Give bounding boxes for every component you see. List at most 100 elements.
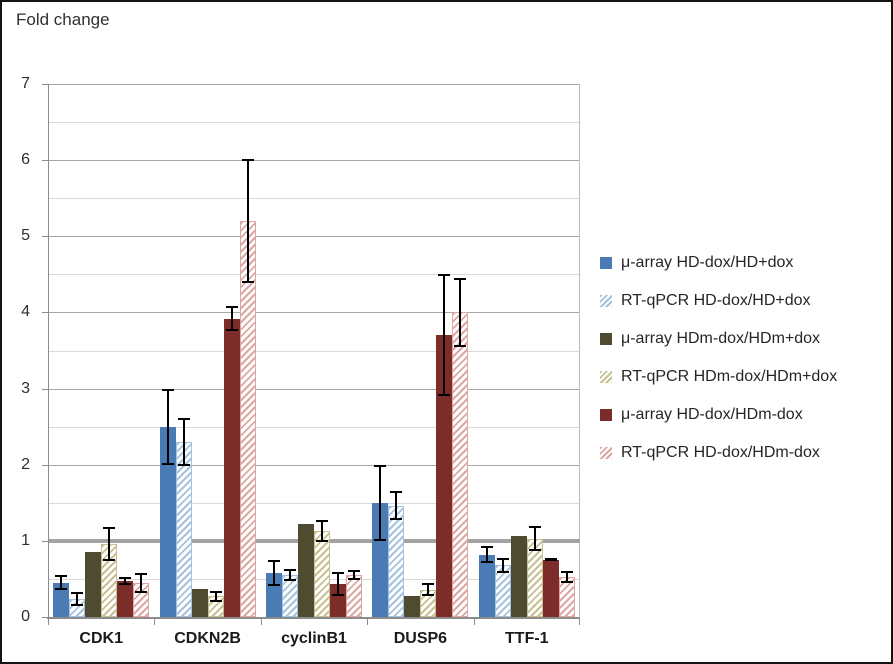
- bar-slot: [388, 84, 405, 617]
- error-bar-line: [501, 557, 504, 573]
- error-bar-cap-top: [390, 491, 403, 494]
- error-bar-line: [124, 577, 127, 585]
- error-bar-cap-bottom: [331, 594, 344, 597]
- error-bar-cap-bottom: [283, 579, 296, 582]
- bar-slot: [436, 84, 453, 617]
- y-tick: [42, 388, 48, 390]
- bar: [191, 588, 208, 617]
- error-bar: [315, 519, 328, 543]
- bar-group: [474, 84, 580, 617]
- error-bar: [225, 305, 238, 332]
- error-bar-cap-top: [71, 591, 84, 594]
- y-tick: [42, 236, 48, 238]
- gridline-major: [48, 464, 580, 466]
- bar: [436, 335, 453, 617]
- gridline-minor: [48, 122, 580, 124]
- error-bar-line: [214, 591, 217, 602]
- bar-slot: [329, 84, 346, 617]
- error-bar-cap-bottom: [267, 583, 280, 586]
- error-bar-cap-top: [177, 417, 190, 420]
- bar: [542, 559, 559, 617]
- bar: [85, 552, 102, 617]
- bar-slot: [85, 84, 102, 617]
- error-bar-cap-bottom: [438, 394, 451, 397]
- bar: [223, 318, 240, 617]
- bar-slot: [207, 84, 224, 617]
- legend-swatch: [600, 257, 612, 269]
- legend-label: μ-array HD-dox/HD+dox: [621, 254, 794, 271]
- category-label: CDKN2B: [174, 630, 241, 647]
- error-bar-line: [76, 591, 79, 606]
- bar-slot: [558, 84, 575, 617]
- bar-slot: [372, 84, 389, 617]
- error-bar: [331, 572, 344, 597]
- bar: [53, 582, 70, 617]
- category-label: cyclinB1: [281, 630, 347, 647]
- bar-slot: [281, 84, 298, 617]
- y-tick-label: 5: [21, 227, 30, 245]
- legend-swatch: [600, 447, 612, 459]
- gridline-minor: [48, 274, 580, 276]
- category-label: CDK1: [79, 630, 123, 647]
- error-bar-line: [352, 569, 355, 581]
- error-bar-cap-top: [331, 572, 344, 575]
- gridline-minor: [48, 198, 580, 200]
- error-bar-cap-top: [283, 569, 296, 572]
- error-bar: [544, 558, 557, 562]
- gridline-major: [48, 84, 580, 85]
- bar-slot: [117, 84, 134, 617]
- legend-swatch: [600, 409, 612, 421]
- bar: [345, 575, 362, 617]
- error-bar-line: [288, 569, 291, 582]
- legend-item: RT-qPCR HD-dox/HDm-dox: [600, 442, 837, 464]
- error-bar: [135, 572, 148, 593]
- error-bar-line: [272, 559, 275, 586]
- plot-right-border: [579, 84, 580, 617]
- legend-item: μ-array HD-dox/HDm-dox: [600, 404, 837, 426]
- error-bar-line: [60, 575, 63, 591]
- bar-slot: [159, 84, 176, 617]
- bar-slot: [452, 84, 469, 617]
- y-tick-label: 2: [21, 455, 30, 473]
- error-bar: [496, 557, 509, 573]
- error-bar-cap-bottom: [374, 538, 387, 541]
- bar: [313, 530, 330, 617]
- legend-swatch: [600, 371, 612, 383]
- category-label: TTF-1: [505, 630, 549, 647]
- error-bar: [119, 577, 132, 585]
- error-bar-cap-top: [496, 557, 509, 560]
- x-tick: [260, 619, 262, 625]
- bar-slot: [297, 84, 314, 617]
- y-tick-label: 0: [21, 608, 30, 625]
- bar-slot: [420, 84, 437, 617]
- error-bar-cap-top: [438, 274, 451, 277]
- error-bar-cap-top: [103, 527, 116, 530]
- error-bar-cap-bottom: [55, 588, 68, 591]
- bar-slot: [494, 84, 511, 617]
- error-bar: [438, 274, 451, 397]
- bar-group: [48, 84, 154, 617]
- bar-slot: [239, 84, 256, 617]
- error-bar: [480, 546, 493, 563]
- gridline-major: [48, 312, 580, 314]
- bar-slot: [133, 84, 150, 617]
- error-bar-line: [395, 491, 398, 521]
- error-bar-cap-bottom: [135, 590, 148, 593]
- legend-label: RT-qPCR HD-dox/HD+dox: [621, 292, 811, 309]
- error-bar-cap-top: [119, 577, 132, 580]
- error-bar-line: [320, 519, 323, 543]
- y-tick: [42, 160, 48, 162]
- error-bar-cap-bottom: [544, 559, 557, 562]
- category-labels: CDK1 CDKN2B cyclinB1 DUSP6 TTF-1: [48, 630, 580, 654]
- y-tick-label: 3: [21, 379, 30, 397]
- y-tick: [42, 312, 48, 314]
- error-bar-cap-top: [135, 572, 148, 575]
- bar-group: [154, 84, 260, 617]
- plot-area: [42, 84, 580, 625]
- legend-swatch: [600, 333, 612, 345]
- error-bar: [422, 582, 435, 597]
- error-bar-cap-bottom: [454, 344, 467, 347]
- error-bar-line: [533, 526, 536, 551]
- error-bar: [347, 569, 360, 581]
- error-bar-cap-bottom: [241, 281, 254, 284]
